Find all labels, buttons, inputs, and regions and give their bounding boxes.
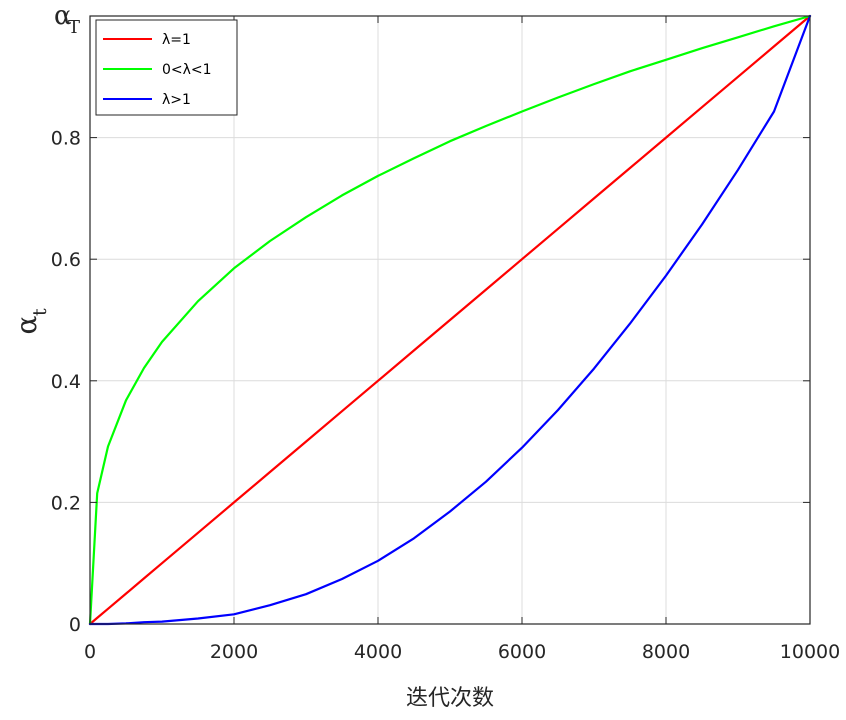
legend-label-lambda-between-0-1: 0<λ<1	[162, 62, 212, 78]
series-line-lambda-between-0-1	[88, 14, 812, 626]
y-tick-labels: 0 0.2 0.4 0.6 0.8	[51, 128, 81, 636]
legend: λ=1 0<λ<1 λ>1	[95, 19, 238, 116]
y-top-label-symbol: α	[54, 1, 72, 31]
y-axis-label: α t	[10, 308, 51, 334]
y-axis-label-symbol: α	[10, 315, 43, 334]
y-tick-label: 0	[69, 614, 81, 636]
series-layer	[88, 14, 812, 626]
y-tick-label: 0.2	[51, 492, 81, 514]
x-tick-label: 6000	[498, 641, 546, 663]
x-tick-label: 2000	[210, 641, 258, 663]
x-tick-label: 4000	[354, 641, 402, 663]
y-tick-label: 0.4	[51, 371, 81, 393]
x-tick-label: 8000	[642, 641, 690, 663]
plot-frame	[89, 15, 811, 625]
y-axis-label-subscript: t	[29, 308, 51, 316]
y-top-label-subscript: T	[68, 17, 80, 38]
x-axis-label: 迭代次数	[406, 686, 494, 711]
legend-label-lambda-eq-1: λ=1	[162, 32, 191, 48]
x-tick-labels: 0 2000 4000 6000 8000 10000	[84, 641, 840, 663]
y-tick-label: 0.8	[51, 128, 81, 150]
series-line-lambda-gt-1	[88, 14, 812, 626]
x-tick-label: 0	[84, 641, 96, 663]
y-tick-label: 0.6	[51, 249, 81, 271]
x-tick-label: 10000	[780, 641, 840, 663]
series-line-lambda-eq-1	[88, 14, 812, 626]
axis-ticks	[89, 15, 811, 625]
grid	[90, 16, 810, 624]
legend-label-lambda-gt-1: λ>1	[162, 92, 191, 108]
